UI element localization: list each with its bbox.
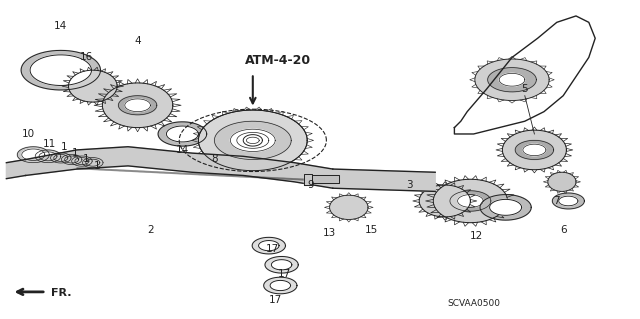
Polygon shape [75, 158, 89, 165]
Text: 17: 17 [269, 295, 282, 305]
Polygon shape [312, 175, 339, 183]
Polygon shape [548, 172, 576, 191]
Polygon shape [330, 195, 368, 219]
Polygon shape [125, 99, 150, 112]
Text: 17: 17 [278, 269, 291, 279]
Polygon shape [65, 156, 79, 163]
Polygon shape [17, 147, 49, 163]
Polygon shape [72, 156, 92, 166]
Text: ATM-4-20: ATM-4-20 [245, 54, 312, 67]
Polygon shape [51, 153, 71, 163]
Text: 4: 4 [134, 36, 141, 47]
Text: FR.: FR. [51, 287, 72, 298]
Text: 9: 9 [307, 180, 314, 190]
Polygon shape [259, 241, 279, 251]
Polygon shape [552, 193, 584, 209]
Text: 2: 2 [147, 225, 154, 235]
Polygon shape [61, 154, 82, 165]
Text: 10: 10 [22, 129, 35, 139]
Text: 6: 6 [560, 225, 566, 235]
Text: 1: 1 [61, 142, 67, 152]
Polygon shape [86, 159, 100, 166]
Polygon shape [83, 158, 103, 168]
Text: 12: 12 [470, 231, 483, 241]
Polygon shape [21, 50, 100, 90]
Text: 14: 14 [176, 145, 189, 155]
Polygon shape [523, 144, 546, 156]
Text: 1: 1 [83, 154, 90, 165]
Text: 14: 14 [54, 20, 67, 31]
Polygon shape [270, 280, 291, 291]
Polygon shape [490, 199, 522, 215]
Polygon shape [333, 169, 435, 191]
Text: 13: 13 [323, 228, 336, 238]
Polygon shape [118, 96, 157, 115]
Polygon shape [102, 83, 173, 128]
Text: SCVAA0500: SCVAA0500 [447, 299, 500, 308]
Polygon shape [246, 137, 259, 144]
Polygon shape [502, 130, 566, 170]
Polygon shape [214, 121, 291, 160]
Polygon shape [265, 256, 298, 273]
Polygon shape [271, 260, 292, 270]
Polygon shape [252, 237, 285, 254]
Text: 16: 16 [80, 52, 93, 63]
Polygon shape [559, 196, 578, 206]
Polygon shape [450, 191, 491, 211]
Text: 3: 3 [406, 180, 413, 190]
Text: 7: 7 [554, 196, 560, 206]
Polygon shape [35, 150, 61, 163]
Polygon shape [499, 73, 525, 86]
Polygon shape [304, 174, 312, 185]
Polygon shape [198, 110, 307, 171]
Polygon shape [480, 195, 531, 220]
Polygon shape [68, 70, 117, 102]
Polygon shape [54, 154, 68, 161]
Polygon shape [488, 68, 536, 92]
Polygon shape [6, 160, 26, 179]
Polygon shape [458, 195, 483, 207]
Text: 11: 11 [44, 138, 56, 149]
Polygon shape [433, 179, 508, 223]
Polygon shape [158, 122, 207, 146]
Polygon shape [475, 59, 549, 100]
Polygon shape [230, 129, 275, 152]
Text: 1: 1 [94, 161, 100, 171]
Text: 5: 5 [522, 84, 528, 94]
Text: 17: 17 [266, 244, 278, 254]
Polygon shape [26, 147, 333, 188]
Polygon shape [39, 152, 57, 161]
Polygon shape [419, 185, 470, 217]
Polygon shape [243, 135, 262, 146]
Text: 1: 1 [72, 148, 79, 158]
Polygon shape [515, 140, 554, 160]
Text: 8: 8 [211, 154, 218, 165]
Polygon shape [237, 132, 269, 148]
Polygon shape [22, 149, 45, 160]
Text: 15: 15 [365, 225, 378, 235]
Polygon shape [166, 126, 198, 142]
Polygon shape [30, 55, 92, 85]
Polygon shape [264, 277, 297, 294]
